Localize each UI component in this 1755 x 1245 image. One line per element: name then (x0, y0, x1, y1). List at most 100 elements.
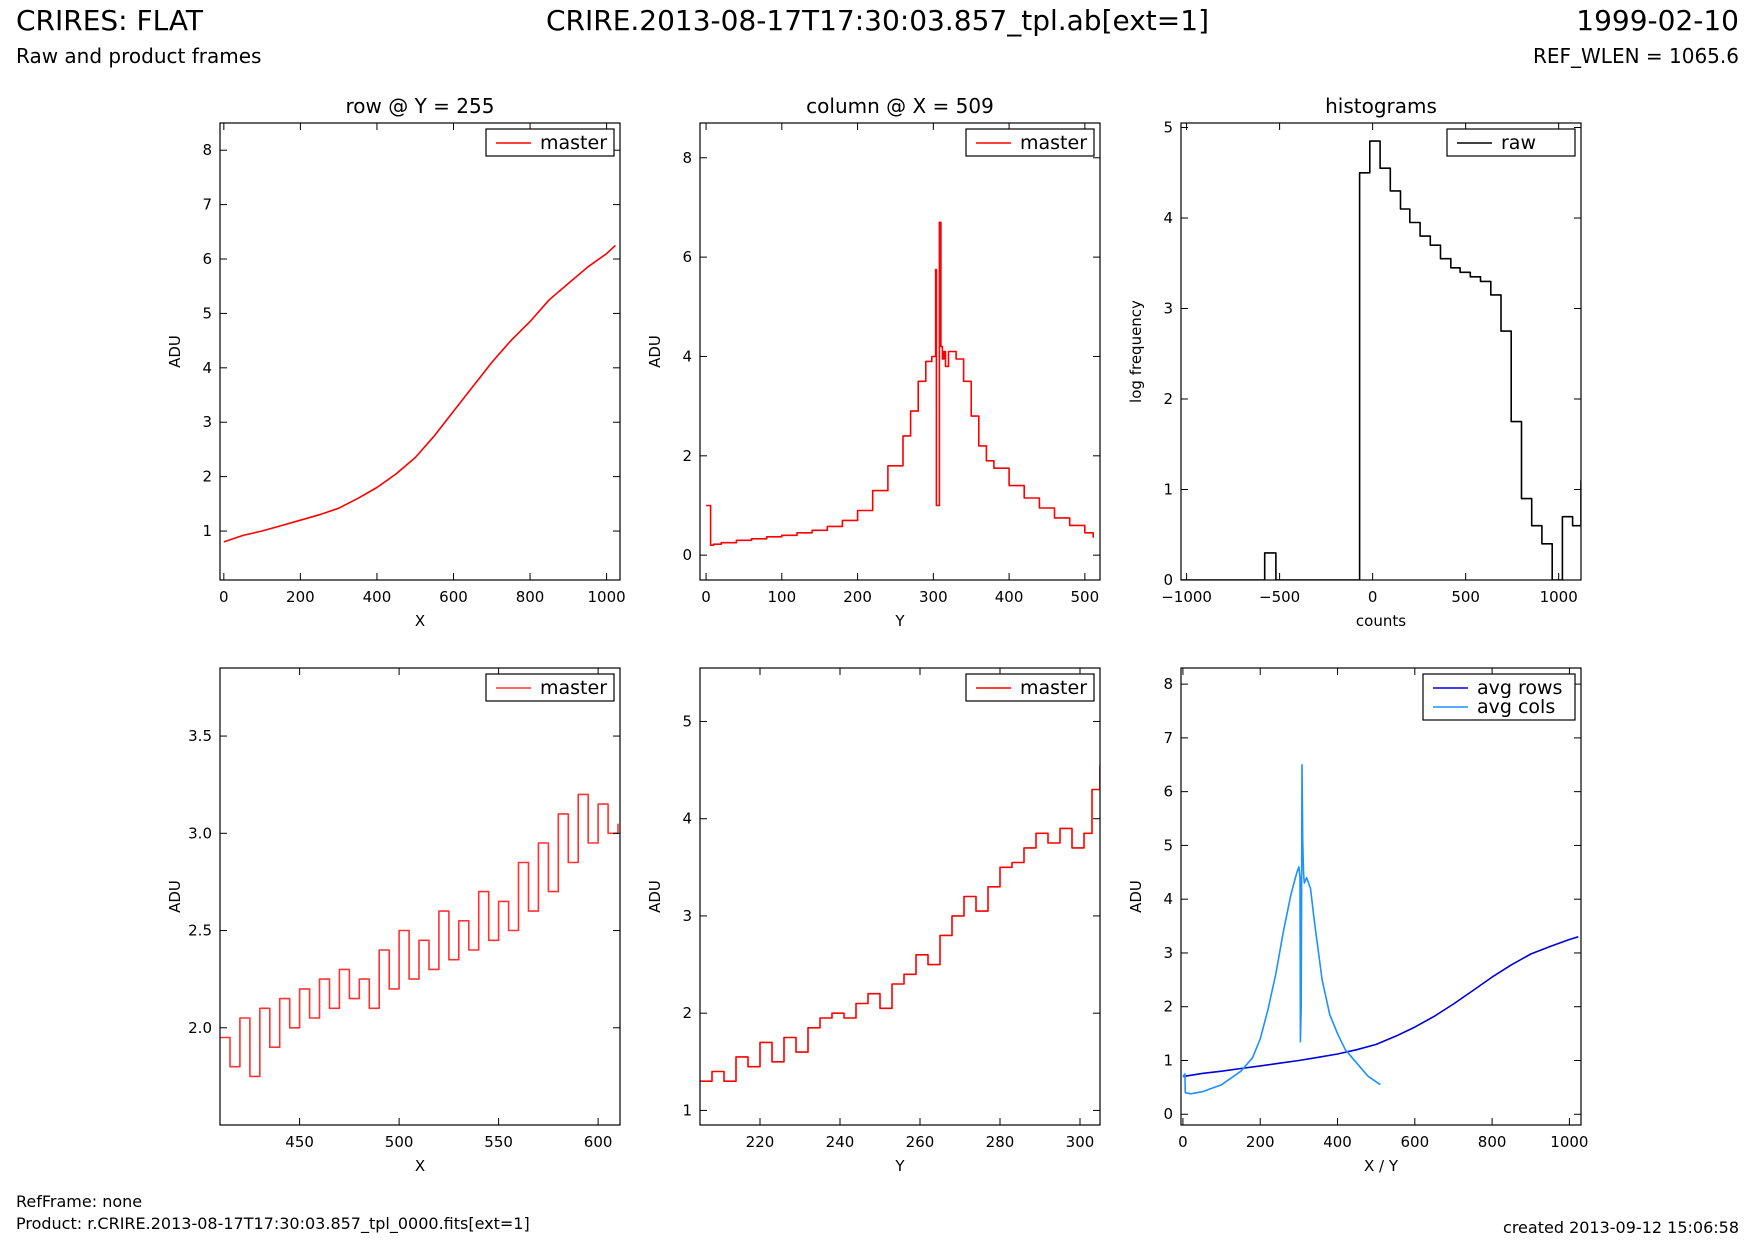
y-tick-label: 4 (682, 347, 692, 365)
series-averages-avg-rows (1182, 936, 1579, 1078)
y-tick-label: 0 (682, 546, 692, 564)
chart-title: histograms (1325, 94, 1437, 118)
legend: master (965, 128, 1095, 157)
chart-row: 0 200 400 600 800 1000 1 2 3 4 5 6 7 8 row @ Y = 255 X A… (166, 94, 626, 630)
y-tick-label: 3 (1163, 944, 1173, 962)
y-tick-label: 4 (1163, 209, 1173, 227)
y-axis-label: ADU (1127, 880, 1145, 913)
y-tick-label: 8 (682, 149, 692, 167)
date-label: 1999-02-10 (1576, 4, 1739, 37)
series-averages-avg-cols (1182, 764, 1381, 1095)
x-tick-label: 1000 (1540, 588, 1578, 606)
series-row-master (223, 244, 616, 543)
x-axis-label: Y (894, 1157, 905, 1175)
y-tick-label: 6 (682, 248, 692, 266)
y-tick-label: 1 (202, 522, 212, 540)
refframe-label: RefFrame: none (16, 1192, 143, 1211)
y-tick-label: 6 (202, 250, 212, 268)
y-tick-label: 8 (1163, 675, 1173, 693)
created-label: created 2013-09-12 15:06:58 (1503, 1218, 1739, 1237)
chart-title: row @ Y = 255 (346, 94, 495, 118)
y-tick-label: 1 (682, 1101, 692, 1119)
y-tick-label: 2.5 (188, 922, 212, 940)
chart-averages: 0 200 400 600 800 1000 0 1 2 3 4 5 6 7 8 X / Y ADU avg ro… (1127, 667, 1588, 1175)
x-tick-label: 400 (363, 588, 392, 606)
y-axis-label: log frequency (1127, 300, 1145, 403)
plot-frame (1180, 122, 1582, 581)
y-tick-label: 2 (1163, 390, 1173, 408)
y-tick-label: 2 (1163, 998, 1173, 1016)
y-tick-label: 3 (682, 907, 692, 925)
plot-frame (219, 667, 621, 1126)
series-column-zoom-master (700, 765, 1100, 1082)
x-axis-label: X / Y (1364, 1157, 1399, 1175)
x-tick-label: 0 (1368, 588, 1378, 606)
legend-label: master (1020, 132, 1087, 154)
x-tick-label: 400 (1323, 1133, 1352, 1151)
x-tick-label: 450 (285, 1133, 314, 1151)
legend-label: avg cols (1477, 696, 1555, 718)
x-tick-label: 200 (1246, 1133, 1275, 1151)
x-axis-label: Y (894, 612, 905, 630)
chart-row-zoom: 450 500 550 600 2.0 2.5 3.0 3.5 X ADU master (166, 667, 621, 1175)
x-tick-label: 200 (843, 588, 872, 606)
x-tick-label: 800 (516, 588, 545, 606)
x-tick-label: 500 (1071, 588, 1100, 606)
x-tick-label: 0 (1178, 1133, 1188, 1151)
y-axis-label: ADU (166, 335, 184, 368)
y-tick-label: 2 (682, 447, 692, 465)
legend-label: avg rows (1477, 677, 1562, 699)
y-tick-label: 5 (202, 304, 212, 322)
y-tick-label: 0 (1163, 1105, 1173, 1123)
x-tick-label: 100 (767, 588, 796, 606)
legend-box (1422, 673, 1576, 721)
main-title: CRIRES: FLAT (16, 4, 203, 37)
x-tick-label: 1000 (588, 588, 626, 606)
y-axis-label: ADU (166, 880, 184, 913)
y-tick-label: 1 (1163, 1051, 1173, 1069)
product-label: Product: r.CRIRE.2013-08-17T17:30:03.857… (16, 1214, 530, 1233)
y-tick-label: 3 (202, 413, 212, 431)
legend-label: raw (1501, 132, 1536, 154)
x-tick-label: 0 (219, 588, 229, 606)
ref-wlen-label: REF_WLEN = 1065.6 (1532, 44, 1739, 68)
x-tick-label: −500 (1259, 588, 1300, 606)
x-tick-label: 600 (439, 588, 468, 606)
x-tick-label: −1000 (1161, 588, 1212, 606)
y-tick-label: 5 (682, 712, 692, 730)
y-tick-label: 4 (202, 359, 212, 377)
x-tick-label: 280 (986, 1133, 1015, 1151)
legend: master (965, 673, 1095, 702)
y-tick-label: 3.5 (188, 727, 212, 745)
y-tick-label: 2 (682, 1004, 692, 1022)
chart-column: 0 100 200 300 400 500 0 2 4 6 8 column @ X = 509 Y AD… (646, 94, 1101, 630)
y-tick-label: 1 (1163, 481, 1173, 499)
x-tick-label: 200 (286, 588, 315, 606)
x-axis-label: X (415, 612, 425, 630)
legend: master (485, 673, 615, 702)
legend: master (485, 128, 615, 157)
legend: raw (1446, 128, 1576, 157)
series-histograms-raw (1181, 140, 1581, 580)
legend-label: master (540, 132, 607, 154)
y-tick-label: 2.0 (188, 1019, 212, 1037)
x-tick-label: 800 (1478, 1133, 1507, 1151)
x-tick-label: 500 (1451, 588, 1480, 606)
y-tick-label: 7 (202, 196, 212, 214)
file-title: CRIRE.2013-08-17T17:30:03.857_tpl.ab[ext… (545, 4, 1209, 37)
x-tick-label: 0 (701, 588, 711, 606)
y-tick-label: 6 (1163, 783, 1173, 801)
x-tick-label: 500 (385, 1133, 414, 1151)
y-tick-label: 7 (1163, 729, 1173, 747)
plot-frame (219, 122, 621, 581)
x-axis-label: X (415, 1157, 425, 1175)
plot-frame (699, 667, 1101, 1126)
y-tick-label: 3 (1163, 300, 1173, 318)
y-tick-label: 2 (202, 468, 212, 486)
series-column-master (706, 221, 1094, 546)
x-tick-label: 600 (1400, 1133, 1429, 1151)
x-tick-label: 600 (584, 1133, 613, 1151)
x-tick-label: 550 (484, 1133, 513, 1151)
